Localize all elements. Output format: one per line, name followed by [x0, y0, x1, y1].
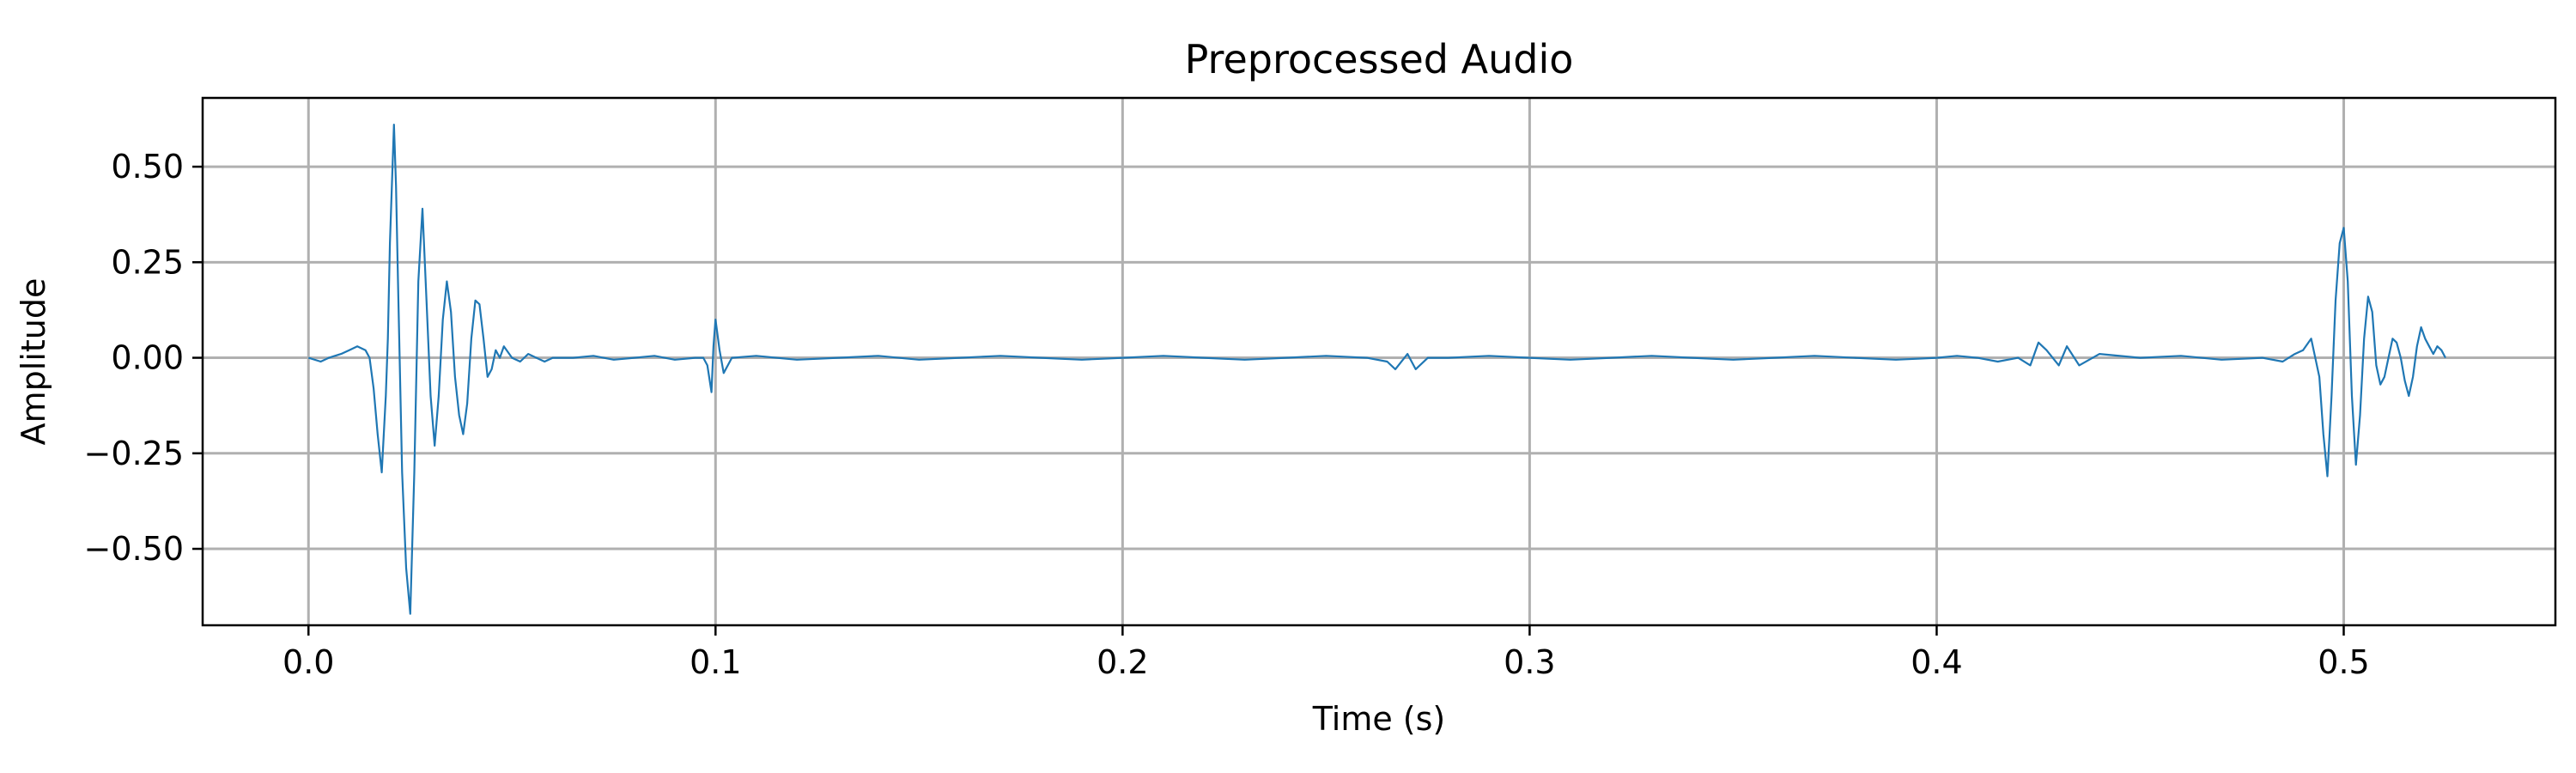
x-tick-label: 0.3	[1504, 643, 1555, 681]
y-tick-label: 0.00	[111, 339, 184, 377]
axis-ticks: 0.0 0.1 0.2 0.3 0.4 0.5 0.50 0.25 0.00 −0.25 −0.50	[84, 148, 2370, 681]
x-tick-label: 0.0	[283, 643, 334, 681]
y-axis-label: Amplitude	[15, 278, 52, 446]
x-axis-label: Time (s)	[1312, 700, 1446, 738]
x-tick-label: 0.4	[1911, 643, 1962, 681]
plot-frame	[201, 96, 2557, 627]
x-tick-label: 0.5	[2318, 643, 2369, 681]
y-tick-label: 0.25	[111, 243, 184, 281]
y-tick-label: −0.50	[84, 530, 184, 568]
x-tick-label: 0.2	[1097, 643, 1148, 681]
chart-title: Preprocessed Audio	[1185, 36, 1574, 82]
grid-lines	[203, 98, 2555, 625]
y-tick-label: −0.25	[84, 435, 184, 472]
y-tick-label: 0.50	[111, 148, 184, 186]
x-tick-label: 0.1	[690, 643, 741, 681]
waveform-line	[307, 124, 2446, 615]
series-layer	[307, 124, 2446, 615]
